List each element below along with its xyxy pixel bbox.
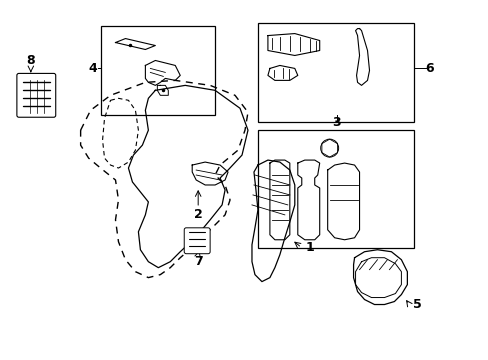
Text: 5: 5 [412,298,421,311]
Text: 6: 6 [424,62,433,75]
Text: 2: 2 [193,208,202,221]
FancyBboxPatch shape [17,73,56,117]
Bar [258,23,413,122]
Text: 1: 1 [305,241,313,254]
Text: 8: 8 [26,54,35,67]
Text: 4: 4 [88,62,97,75]
FancyBboxPatch shape [184,228,210,254]
Text: 7: 7 [193,255,202,268]
Bar [258,130,413,248]
Circle shape [320,139,338,157]
Text: 3: 3 [332,116,340,129]
Bar [101,26,215,115]
